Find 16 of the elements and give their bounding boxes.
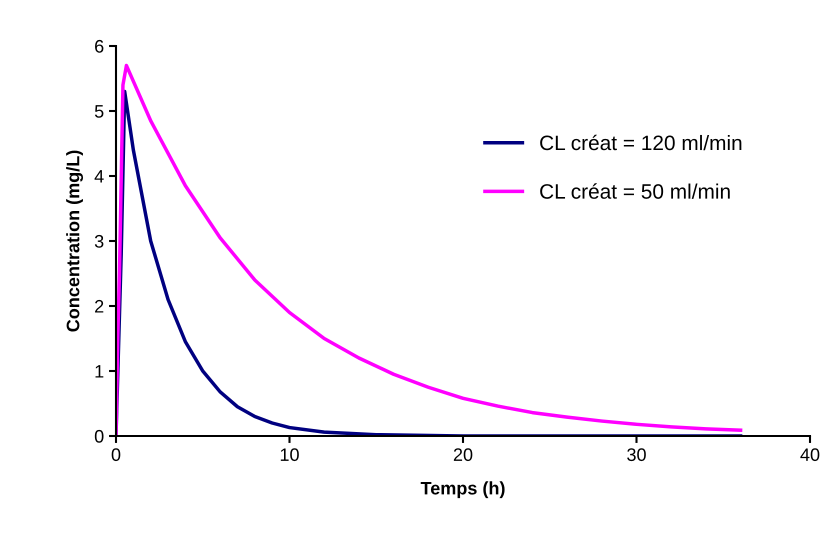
legend-label: CL créat = 120 ml/min: [540, 134, 742, 150]
y-tick-label: 0: [94, 430, 104, 443]
y-tick-label: 6: [95, 40, 104, 53]
x-tick-label: 40: [800, 448, 820, 462]
x-tick-label: 10: [280, 448, 299, 462]
legend-label: CL créat = 50 ml/min: [540, 183, 730, 199]
y-tick-label: 4: [94, 170, 104, 183]
y-tick-label: 5: [94, 105, 104, 118]
x-tick-label: 20: [454, 448, 472, 462]
x-tick-label: 0: [112, 448, 120, 462]
y-tick-label: 1: [96, 365, 104, 378]
y-tick-label: 3: [94, 234, 104, 248]
x-axis-title: Temps (h): [420, 481, 505, 498]
x-tick-label: 30: [627, 448, 646, 462]
y-tick-label: 2: [95, 300, 104, 313]
y-axis-title: Concentration (mg/L): [66, 150, 84, 332]
